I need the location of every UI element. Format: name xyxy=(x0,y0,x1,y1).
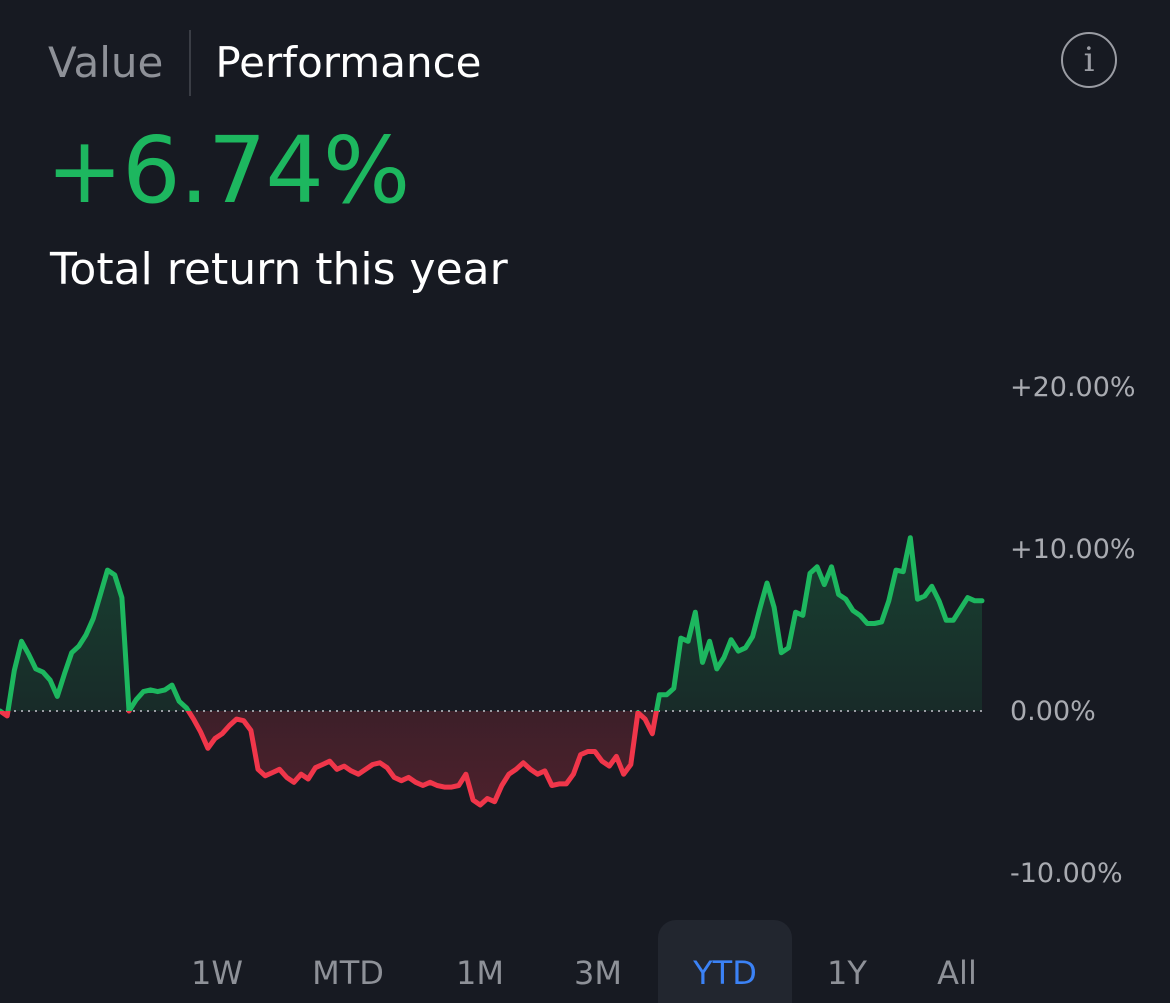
tab-performance[interactable]: Performance xyxy=(215,38,482,87)
negative-area xyxy=(0,711,982,805)
range-all-button[interactable]: All xyxy=(937,953,977,992)
y-tick-label: +10.00% xyxy=(1010,534,1136,565)
tab-value[interactable]: Value xyxy=(48,38,164,87)
range-ytd-button[interactable]: YTD xyxy=(658,920,792,1003)
range-1w-button[interactable]: 1W xyxy=(191,953,243,992)
total-return-label: Total return this year xyxy=(50,244,508,295)
range-1m-button[interactable]: 1M xyxy=(456,953,504,992)
info-icon[interactable]: i xyxy=(1061,32,1117,88)
info-icon-glyph: i xyxy=(1083,40,1095,80)
y-tick-label: -10.00% xyxy=(1010,858,1123,889)
view-tabs: Value Performance xyxy=(48,30,482,96)
return-line-positive xyxy=(0,535,985,711)
time-range-selector: 1W MTD 1M 3M YTD 1Y All xyxy=(150,920,1010,1003)
return-line-negative xyxy=(0,711,659,808)
positive-area xyxy=(0,537,982,711)
range-mtd-button[interactable]: MTD xyxy=(312,953,384,992)
y-tick-label: +20.00% xyxy=(1010,372,1136,403)
y-tick-label: 0.00% xyxy=(1010,696,1096,727)
range-3m-button[interactable]: 3M xyxy=(574,953,622,992)
total-return-value: +6.74% xyxy=(46,117,410,224)
range-1y-button[interactable]: 1Y xyxy=(827,953,867,992)
tab-divider xyxy=(189,30,192,96)
